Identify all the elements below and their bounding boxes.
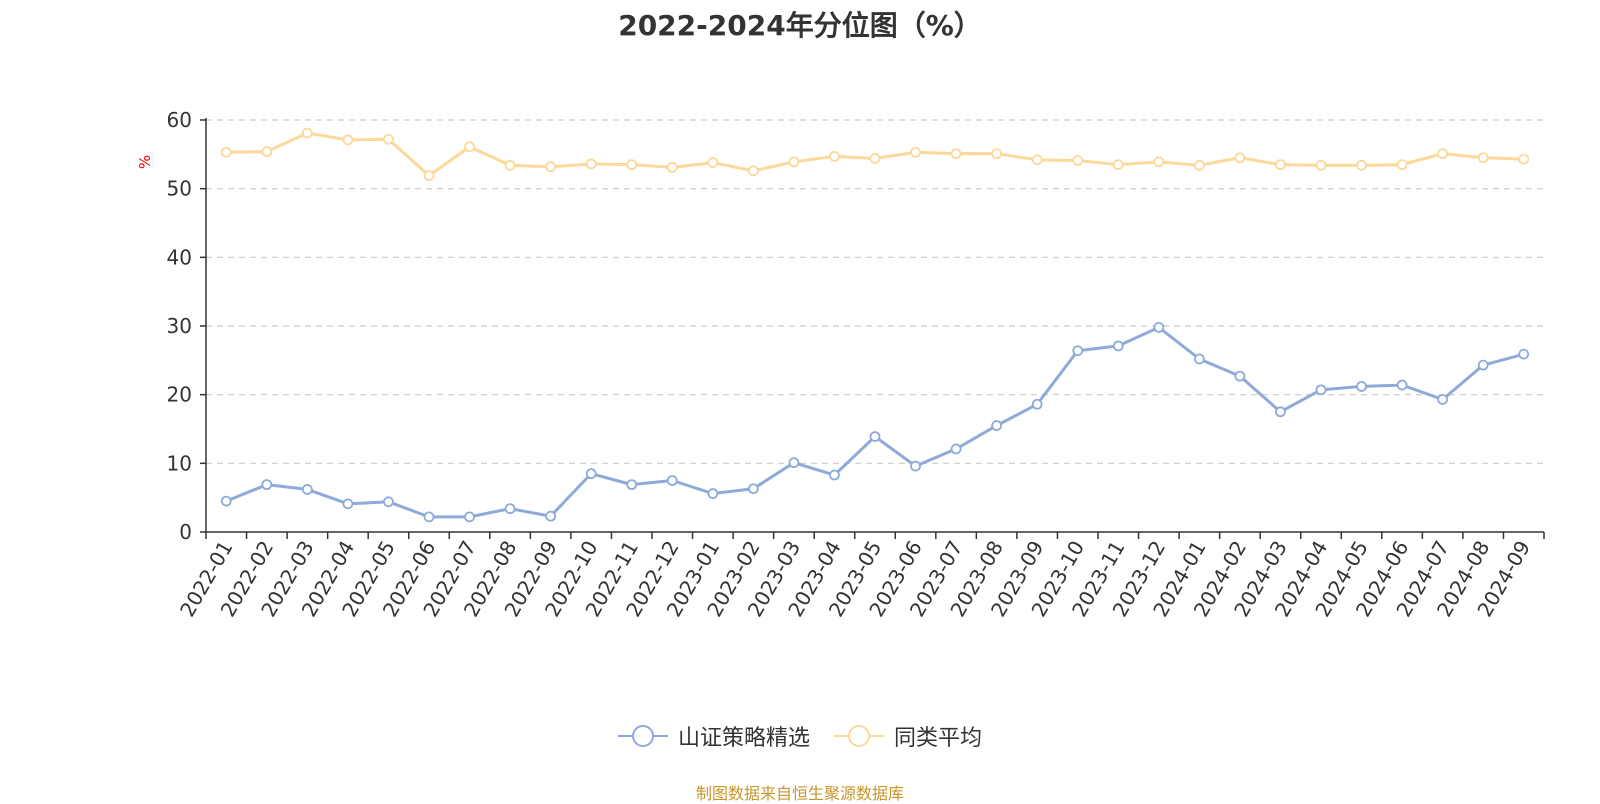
y-tick-label: 40 <box>167 245 192 269</box>
axes: 01020304050602022-012022-022022-032022-0… <box>167 108 1545 621</box>
data-point[interactable] <box>869 153 881 164</box>
data-point[interactable] <box>910 146 921 158</box>
series-lines <box>220 127 1530 523</box>
data-point[interactable] <box>1153 156 1165 168</box>
data-point[interactable] <box>464 141 475 153</box>
data-point[interactable] <box>991 420 1003 431</box>
data-point[interactable] <box>1356 381 1367 392</box>
data-point[interactable] <box>1356 159 1367 171</box>
legend-item-series-2[interactable]: 同类平均 <box>834 720 982 752</box>
data-point[interactable] <box>1193 353 1205 365</box>
legend-label: 同类平均 <box>894 726 983 751</box>
data-point[interactable] <box>342 498 354 510</box>
data-point[interactable] <box>1112 340 1124 352</box>
data-point[interactable] <box>1193 159 1205 171</box>
data-point[interactable] <box>585 468 597 480</box>
data-point[interactable] <box>220 495 232 507</box>
data-point[interactable] <box>342 134 354 146</box>
data-point[interactable] <box>383 496 394 508</box>
data-point[interactable] <box>1518 348 1530 360</box>
data-point[interactable] <box>1275 159 1286 171</box>
chart-title: 2022-2024年分位图（%） <box>618 9 982 42</box>
data-source-note: 制图数据来自恒生聚源数据库 <box>695 784 904 803</box>
data-point[interactable] <box>747 483 759 495</box>
data-point[interactable] <box>1234 152 1246 164</box>
y-axis-label: % <box>136 155 154 169</box>
data-point[interactable] <box>747 165 759 177</box>
data-point[interactable] <box>626 479 638 491</box>
data-point[interactable] <box>220 146 232 158</box>
data-point[interactable] <box>1518 153 1530 165</box>
data-point[interactable] <box>1072 345 1084 357</box>
data-point[interactable] <box>707 157 719 168</box>
data-point[interactable] <box>1315 384 1327 396</box>
data-point[interactable] <box>585 158 597 170</box>
data-point[interactable] <box>1153 321 1165 333</box>
data-point[interactable] <box>1477 152 1489 164</box>
data-point[interactable] <box>869 431 881 442</box>
y-tick-label: 10 <box>167 451 192 475</box>
data-point[interactable] <box>423 170 435 182</box>
data-point[interactable] <box>910 460 921 472</box>
legend-marker-icon <box>617 725 668 747</box>
data-point[interactable] <box>950 148 962 160</box>
y-tick-label: 60 <box>167 108 192 132</box>
data-point[interactable] <box>991 148 1003 160</box>
data-point[interactable] <box>1072 155 1084 166</box>
y-tick-label: 30 <box>167 314 192 338</box>
data-point[interactable] <box>788 457 800 469</box>
data-point[interactable] <box>1315 159 1327 171</box>
data-point[interactable] <box>1437 148 1449 160</box>
data-point[interactable] <box>261 479 273 491</box>
data-point[interactable] <box>1477 359 1489 371</box>
data-point[interactable] <box>504 503 516 515</box>
legend-item-series-1[interactable]: 山证策略精选 <box>617 720 810 752</box>
data-point[interactable] <box>626 159 638 171</box>
data-point[interactable] <box>545 510 557 522</box>
data-point[interactable] <box>1031 398 1043 410</box>
legend-label: 山证策略精选 <box>677 726 810 751</box>
data-point[interactable] <box>950 443 962 455</box>
data-point[interactable] <box>301 127 313 139</box>
data-point[interactable] <box>261 146 273 157</box>
legend: 山证策略精选 同类平均 <box>0 720 1600 752</box>
data-point[interactable] <box>504 159 516 171</box>
data-point[interactable] <box>545 161 557 173</box>
data-point[interactable] <box>707 488 719 499</box>
legend-marker-icon <box>834 725 884 747</box>
data-point[interactable] <box>301 484 313 495</box>
data-point[interactable] <box>1396 159 1408 171</box>
data-point[interactable] <box>1275 406 1286 418</box>
data-point[interactable] <box>1234 370 1246 382</box>
data-point[interactable] <box>666 475 678 486</box>
data-point[interactable] <box>1396 379 1408 391</box>
y-tick-label: 20 <box>167 383 192 407</box>
data-point[interactable] <box>1031 154 1043 166</box>
y-tick-label: 50 <box>167 177 192 201</box>
data-point[interactable] <box>383 133 394 145</box>
data-point[interactable] <box>423 511 435 523</box>
data-point[interactable] <box>829 469 840 481</box>
y-tick-label: 0 <box>179 520 192 544</box>
data-point[interactable] <box>666 161 678 173</box>
data-point[interactable] <box>788 156 800 168</box>
data-point[interactable] <box>1112 159 1124 171</box>
grid-lines <box>206 119 1544 464</box>
data-point[interactable] <box>829 150 840 162</box>
series-line-1 <box>225 325 1525 519</box>
data-point[interactable] <box>1437 394 1449 405</box>
data-point[interactable] <box>464 511 475 523</box>
